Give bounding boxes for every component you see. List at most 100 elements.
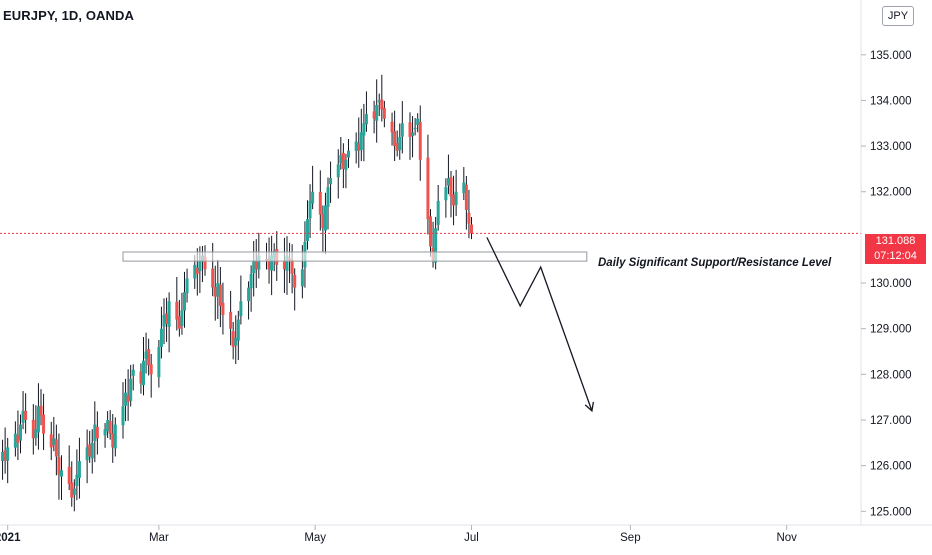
candle [121,382,125,439]
candle-body [249,273,253,289]
candle-body [311,191,315,204]
candle-body [382,107,386,119]
candle [372,100,376,134]
symbol-title: EURJPY, 1D, OANDA [3,8,135,23]
currency-badge[interactable]: JPY [882,6,914,26]
candle [467,189,471,239]
candle [157,339,161,388]
price-axis[interactable]: 125.000 126.000 127.000 128.000 129.000 130.0… [861,50,912,519]
candle-body [282,261,286,270]
candle-body [88,444,92,457]
candle-body [400,123,404,137]
candle [52,416,56,452]
candle-body [75,474,79,487]
candle [67,445,71,491]
candle [341,143,345,189]
candle-body [24,410,28,420]
y-tick-label: 128.000 [870,369,912,381]
candle-body [157,346,161,378]
candle [77,437,81,499]
candle [177,299,181,337]
candle [200,245,204,283]
candle-body [339,155,343,164]
support-resistance-label: Daily Significant Support/Resistance Lev… [598,257,832,269]
candle [398,123,402,160]
candle-body [124,392,128,406]
candle-body [77,461,81,478]
candle-body [72,488,76,496]
candle [411,116,415,158]
candle [408,112,412,160]
candle-body [300,269,304,287]
candle-body [126,395,130,402]
candle [113,417,117,457]
candle-body [306,219,309,242]
candle [42,393,46,450]
candle-body [106,420,110,432]
candle-body [375,105,379,121]
candle [400,101,404,154]
candle-body [429,216,432,247]
candle [93,401,97,463]
candle-body [285,255,289,271]
candle [213,265,217,321]
candle-body [85,447,89,461]
candle-body [42,414,46,434]
y-tick-label: 130.000 [870,278,912,290]
candle-body [308,200,312,219]
candle [1,439,5,480]
candle-body [336,164,340,178]
candle-body [193,264,197,279]
y-tick-label: 126.000 [870,461,912,473]
support-resistance-zone[interactable] [122,251,588,262]
candle [144,332,148,374]
y-tick-label: 125.000 [870,506,912,518]
candle-body [121,406,125,426]
candle [75,449,79,501]
candle-body [426,157,430,220]
candle-body [183,292,186,311]
candle-body [321,214,325,229]
candle [54,424,58,476]
candle-body [159,328,163,347]
projection-path[interactable] [486,237,593,412]
candle [359,108,363,162]
candle-body [185,278,189,294]
candle-body [326,187,330,207]
candle-body [470,224,473,234]
candle [390,112,394,146]
candle [19,414,22,454]
candle [285,236,289,295]
projection-arrowhead [584,401,595,413]
y-tick-label: 132.000 [870,187,912,199]
candle-body [3,450,7,462]
candle [329,161,333,203]
candle [393,110,397,161]
candle-body [93,424,97,442]
candle [288,242,292,284]
candle [57,433,61,500]
candle [293,268,297,311]
candle [216,259,220,319]
candle [147,338,151,376]
candle [323,192,327,255]
candle-body [395,143,399,151]
candle [185,268,189,303]
candle-body [411,132,415,137]
time-axis[interactable]: 2021 Mar May Jul Sep Nov [0,525,797,544]
candle [34,405,38,446]
candle-body [290,260,294,274]
candle-body [462,182,466,194]
candle [380,74,384,122]
candle-body [454,191,458,205]
candle [426,134,430,235]
candle-body [177,316,181,329]
candle-body [267,258,271,270]
candle [88,430,92,463]
candle [139,363,143,394]
candle [308,184,312,238]
candle-body [95,426,99,439]
candle-body [341,152,345,169]
candle-series [1,74,473,512]
